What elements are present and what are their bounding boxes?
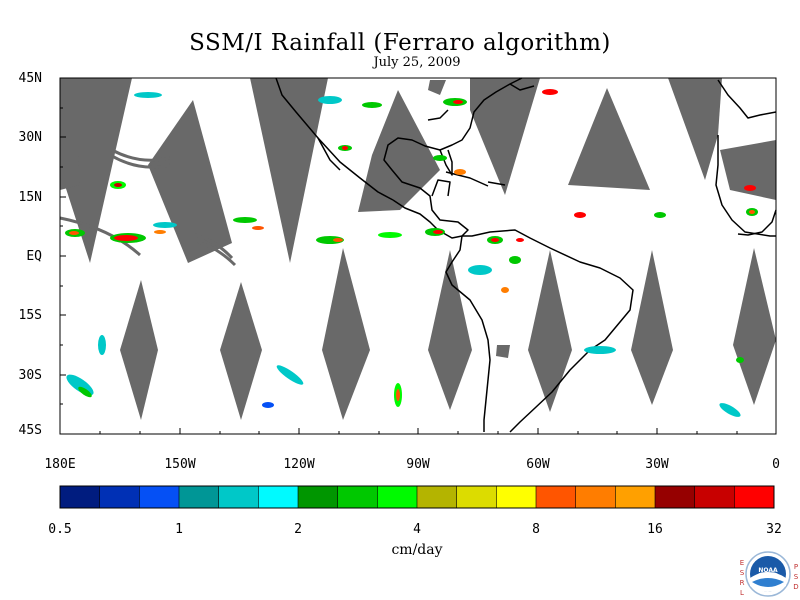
- colorbar-swatch: [60, 486, 101, 508]
- swath-arc-artifacts: [59, 148, 237, 267]
- colorbar-swatch: [536, 486, 577, 508]
- colorbar-label-5: 16: [647, 522, 663, 537]
- logo-letters-left: E S R L: [738, 558, 746, 598]
- lat-label-eq: EQ: [26, 249, 42, 264]
- colorbar-swatch: [496, 486, 537, 508]
- colorbar-units: cm/day: [391, 542, 443, 558]
- lon-label-60w: 60W: [526, 457, 550, 472]
- lat-label-15n: 15N: [18, 190, 42, 205]
- colorbar-label-3: 4: [413, 522, 421, 537]
- lon-label-0: 0: [772, 457, 780, 472]
- logo-letter: D: [793, 583, 799, 591]
- colorbar-label-1: 1: [175, 522, 183, 537]
- colorbar-label-0: 0.5: [48, 522, 72, 537]
- map-date: July 25, 2009: [373, 55, 461, 70]
- colorbar-swatch: [734, 486, 775, 508]
- no-data-swaths: [60, 78, 776, 420]
- logo-letter: E: [739, 559, 745, 567]
- colorbar: [60, 486, 775, 508]
- lon-label-30w: 30W: [645, 457, 669, 472]
- logo-letter: L: [740, 589, 744, 597]
- logo-center-text: NOAA: [758, 567, 778, 574]
- lat-label-15s: 15S: [18, 308, 42, 323]
- colorbar-swatch: [139, 486, 180, 508]
- colorbar-swatch: [615, 486, 656, 508]
- logo-letter: S: [739, 569, 745, 577]
- colorbar-swatch: [337, 486, 378, 508]
- colorbar-swatch: [218, 486, 259, 508]
- lat-ticks: [60, 77, 66, 435]
- colorbar-swatch: [694, 486, 735, 508]
- colorbar-label-2: 2: [294, 522, 302, 537]
- lon-label-180e: 180E: [44, 457, 76, 472]
- colorbar-frame: [59, 485, 775, 509]
- colorbar-swatch: [417, 486, 458, 508]
- lon-label-90w: 90W: [406, 457, 430, 472]
- logo-letter: R: [739, 579, 745, 587]
- coastlines: [275, 77, 777, 433]
- colorbar-swatch: [575, 486, 616, 508]
- map-title: SSM/I Rainfall (Ferraro algorithm): [189, 30, 611, 56]
- logo-letters-right: P S D: [792, 562, 800, 592]
- colorbar-swatch: [258, 486, 299, 508]
- colorbar-swatch: [99, 486, 140, 508]
- lon-ticks: [59, 428, 777, 434]
- lat-label-45n: 45N: [18, 71, 42, 86]
- lon-label-120w: 120W: [283, 457, 315, 472]
- lat-label-30s: 30S: [18, 368, 42, 383]
- logo-letter: S: [793, 573, 799, 581]
- noaa-logo: [745, 551, 791, 597]
- colorbar-swatch: [377, 486, 418, 508]
- colorbar-swatch: [456, 486, 497, 508]
- logo-letter: P: [793, 563, 799, 571]
- colorbar-label-4: 8: [532, 522, 540, 537]
- colorbar-swatch: [179, 486, 220, 508]
- rainfall-patches: [65, 89, 758, 417]
- lon-label-150w: 150W: [164, 457, 196, 472]
- colorbar-swatch: [298, 486, 339, 508]
- colorbar-swatch: [655, 486, 696, 508]
- lat-label-45s: 45S: [18, 423, 42, 438]
- colorbar-label-6: 32: [766, 522, 782, 537]
- lat-label-30n: 30N: [18, 130, 42, 145]
